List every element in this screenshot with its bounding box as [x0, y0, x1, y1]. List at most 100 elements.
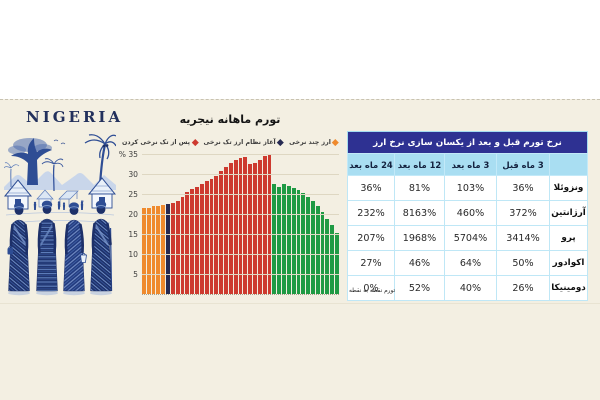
y-axis-tick-label: % 35 — [118, 150, 138, 160]
bar — [219, 171, 224, 294]
table-title: نرخ تورم قبل و بعد از یکسان سازی نرخ ارز — [347, 131, 588, 154]
nigeria-illustration — [4, 134, 116, 296]
y-axis-tick-label: 30 — [128, 170, 138, 180]
bar — [248, 164, 253, 294]
value-cell: 5704% — [444, 225, 497, 251]
bar — [190, 189, 195, 294]
y-axis-tick-label: 15 — [128, 230, 138, 240]
bar — [156, 205, 161, 294]
woman-figure — [90, 200, 113, 296]
bar — [243, 156, 248, 294]
diamond-marker-icon — [277, 139, 284, 146]
table-footnote: تورم نقطه به نقطه — [349, 288, 396, 294]
legend-item: آغاز نظام ارز تک نرخی — [203, 139, 284, 146]
value-cell: 232% — [347, 200, 395, 226]
value-cell: 52% — [394, 275, 445, 301]
country-name: دومینیکا — [549, 275, 588, 301]
bar — [199, 183, 204, 294]
bar — [291, 187, 296, 294]
legend: ارز چند نرخی آغاز نظام ارز تک نرخی پس از ت… — [121, 139, 339, 146]
legend-label: ارز چند نرخی — [289, 139, 331, 146]
bar — [161, 204, 166, 294]
bar — [315, 205, 320, 294]
bar — [296, 190, 301, 294]
legend-item: ارز چند نرخی — [289, 139, 339, 146]
birds-icon — [53, 139, 66, 145]
comparison-table: نرخ تورم قبل و بعد از یکسان سازی نرخ ارز… — [347, 131, 588, 301]
palm-tree-far-left — [4, 162, 20, 188]
bar — [175, 200, 180, 294]
bar — [146, 207, 151, 294]
table-body: ونزوئلا 36% 103% 81% 36% آرژانتین 372% 460% 8163… — [347, 175, 588, 301]
value-cell: 27% — [347, 250, 395, 276]
value-cell: 81% — [394, 175, 445, 201]
bar — [306, 196, 310, 294]
bar — [257, 159, 262, 294]
country-name: ونزوئلا — [549, 175, 588, 201]
value-cell: 460% — [444, 200, 497, 226]
gridline — [142, 254, 339, 255]
y-axis-tick-label: 25 — [128, 190, 138, 200]
value-cell: 103% — [444, 175, 497, 201]
value-cell: 3414% — [496, 225, 550, 251]
value-cell: 26% — [496, 275, 550, 301]
woman-figure — [63, 202, 87, 296]
bar — [301, 193, 306, 294]
legend-label: آغاز نظام ارز تک نرخی — [203, 139, 276, 146]
value-cell: 64% — [444, 250, 497, 276]
inflation-chart: تورم ماهانه نیجریه ارز چند نرخی آغاز نظام… — [119, 113, 339, 295]
bar — [238, 158, 243, 294]
country-title: NIGERIA — [26, 108, 124, 126]
woman-figure — [36, 200, 58, 296]
bar — [286, 185, 291, 294]
value-cell: 207% — [347, 225, 395, 251]
table-row: ونزوئلا 36% 103% 81% 36% — [347, 175, 588, 201]
gridline — [142, 274, 339, 275]
legend-label: پس از تک نرخی کردن — [122, 139, 191, 146]
value-cell: 0% — [347, 275, 395, 301]
value-cell: 40% — [444, 275, 497, 301]
woman-figure — [7, 202, 30, 296]
value-cell: 8163% — [394, 200, 445, 226]
plot: % 35 30 25 20 15 10 5 — [119, 151, 339, 295]
y-axis-tick-label: 10 — [128, 250, 138, 260]
mountains — [4, 171, 116, 190]
diamond-marker-icon — [191, 139, 199, 146]
bar — [267, 154, 272, 294]
value-cell: 46% — [394, 250, 445, 276]
women-figures — [7, 200, 113, 296]
table-row: اکوادور 50% 64% 46% 27% — [347, 250, 588, 276]
country-column-header — [549, 153, 588, 176]
value-cell: 36% — [496, 175, 550, 201]
bar — [325, 218, 330, 294]
bar — [233, 160, 238, 294]
bar — [335, 233, 339, 294]
bars — [142, 154, 339, 295]
diamond-marker-icon — [332, 139, 339, 146]
bar — [142, 208, 146, 294]
bar — [277, 186, 282, 294]
country-name: پرو — [549, 225, 588, 251]
panel-bottom-divider — [0, 303, 600, 304]
palm-tree-middle — [41, 158, 64, 192]
column-header: 3 ماه بعد — [444, 153, 497, 176]
column-header: 24 ماه بعد — [347, 153, 395, 176]
country-name: اکوادور — [549, 250, 588, 276]
bar — [166, 204, 170, 294]
bar — [195, 186, 199, 294]
infographic-panel: NIGERIA — [0, 99, 600, 400]
bar — [224, 167, 228, 294]
bar — [209, 179, 214, 294]
country-name: آرژانتین — [549, 200, 588, 226]
bar — [185, 191, 190, 294]
bar — [180, 197, 185, 294]
table-row: دومینیکا 26% 40% 52% 0% — [347, 275, 588, 301]
value-cell: 50% — [496, 250, 550, 276]
bar — [170, 202, 175, 294]
y-axis-tick-label: 20 — [128, 210, 138, 220]
bar — [228, 163, 233, 294]
column-header: 12 ماه بعد — [394, 153, 445, 176]
bar — [272, 183, 277, 294]
value-cell: 372% — [496, 200, 550, 226]
bar — [282, 184, 286, 294]
